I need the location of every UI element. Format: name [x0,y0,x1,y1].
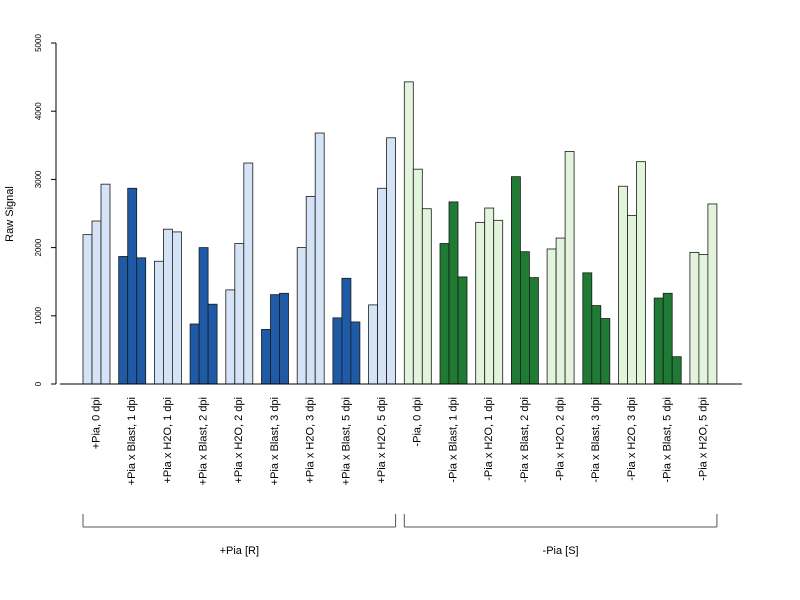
y-tick-label: 0 [34,381,43,386]
x-tick-label: -Pia x H2O, 2 dpi [555,397,567,481]
bar [153,260,164,385]
bar [386,137,397,385]
bar [198,247,209,385]
bar [171,231,182,385]
bar [118,256,129,385]
bar [189,323,200,385]
bar [671,356,682,385]
bar [707,203,718,385]
bars [82,81,718,385]
x-tick-label: -Pia x Blast, 2 dpi [519,397,531,483]
bar [689,251,700,385]
bar [91,220,102,385]
bar [457,276,468,385]
x-tick-label: +Pia x Blast, 3 dpi [269,397,281,485]
bar [207,303,218,385]
bar [305,196,316,385]
bar [332,317,343,385]
x-tick-label: +Pia x Blast, 2 dpi [198,397,210,485]
bar [582,272,593,385]
bar [403,81,414,385]
bar [225,289,236,385]
group-brackets: +Pia [R] -Pia [S] [82,514,718,557]
bar [314,132,325,385]
bar [350,321,361,385]
x-tick-label: -Pia, 0 dpi [412,397,424,447]
bar [546,248,557,385]
bar [600,318,611,385]
bar [368,304,379,385]
x-tick-label: +Pia x Blast, 5 dpi [340,397,352,485]
x-tick-label: +Pia, 0 dpi [90,397,102,449]
bar [377,187,388,385]
y-tick-label: 5000 [34,34,43,52]
bar [341,277,352,385]
x-tick-label: -Pia x H2O, 3 dpi [626,397,638,481]
bar [279,292,289,385]
bar [653,297,664,385]
bar [627,215,637,385]
x-tick-label: -Pia x H2O, 1 dpi [483,397,495,481]
bar [484,207,495,385]
bar [136,257,147,385]
bar [555,237,566,385]
bar [421,208,432,385]
bracket-label: +Pia [R] [220,545,259,557]
x-tick-label: +Pia x H2O, 5 dpi [376,397,388,484]
y-axis-label: Raw Signal [4,186,16,242]
y-tick-label: 4000 [34,102,43,120]
bracket-label: -Pia [S] [543,545,579,557]
y-tick-label: 2000 [34,238,43,256]
x-tick-label: -Pia x Blast, 5 dpi [662,397,674,483]
y-axis: 0 1000 2000 3000 4000 5000 [34,34,57,386]
bar [493,219,504,385]
bar [448,201,459,385]
bar [520,251,530,385]
bar [475,221,486,385]
x-axis-labels: +Pia, 0 dpi +Pia x Blast, 1 dpi +Pia x H2O… [90,397,709,485]
bar [82,234,93,385]
bar [618,185,628,385]
bar [439,243,450,385]
bar [162,228,173,385]
bar [698,254,709,385]
bar [636,161,646,385]
bar [127,187,138,385]
x-tick-label: +Pia x H2O, 1 dpi [162,397,174,484]
bar [270,294,280,385]
bar [662,292,673,385]
bar [412,168,423,385]
x-tick-label: -Pia x Blast, 3 dpi [590,397,602,483]
y-tick-label: 1000 [34,306,43,324]
x-tick-label: -Pia x H2O, 5 dpi [697,397,709,481]
x-tick-label: -Pia x Blast, 1 dpi [447,397,459,483]
x-tick-label: +Pia x Blast, 1 dpi [126,397,138,485]
x-tick-label: +Pia x H2O, 2 dpi [233,397,245,484]
bar [510,176,521,385]
x-tick-label: +Pia x H2O, 3 dpi [305,397,317,484]
bar [243,162,254,385]
bar [234,243,245,385]
bar [100,183,111,385]
bar [529,277,539,385]
bar [564,151,575,385]
bar [261,329,271,385]
bar [591,305,602,385]
y-tick-label: 3000 [34,170,43,188]
bar [296,247,307,385]
